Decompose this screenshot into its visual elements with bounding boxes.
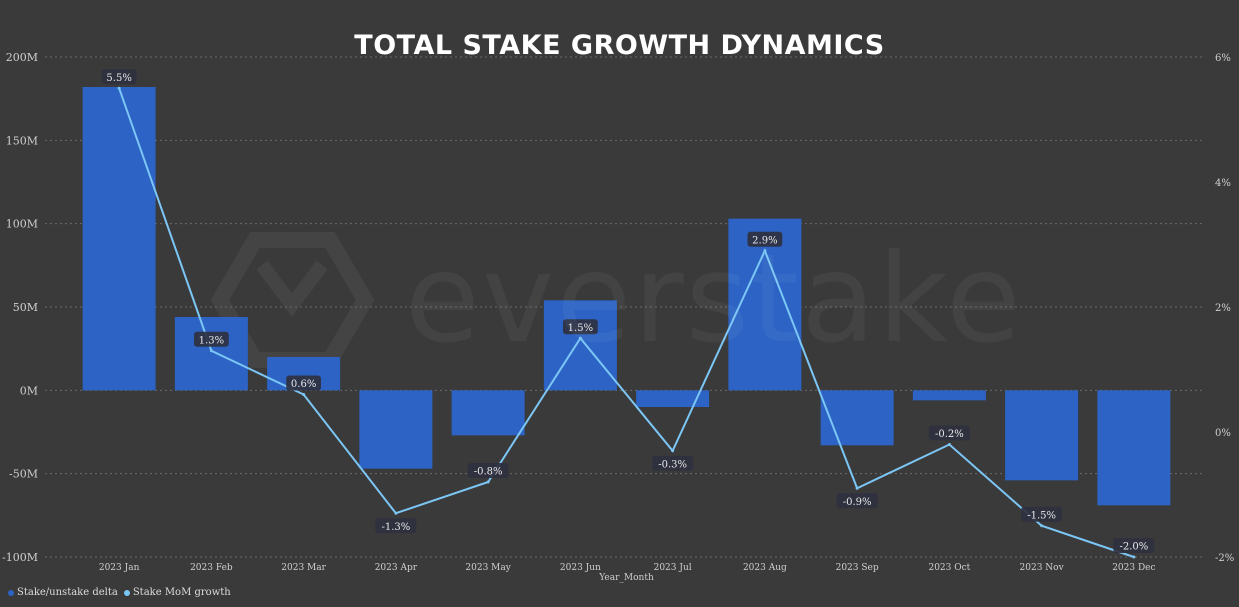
line-point: [302, 393, 306, 396]
line-point: [209, 349, 213, 353]
data-label-bg: [928, 425, 970, 441]
bar: [636, 390, 710, 407]
line-point: [1132, 555, 1136, 559]
bar: [359, 390, 433, 469]
y-right-tick-label: -2%: [1215, 553, 1234, 564]
data-label-bg: [652, 455, 694, 471]
y-right-tick-label: 0%: [1215, 428, 1231, 439]
line-point: [117, 86, 121, 90]
x-tick-label: 2023 Apr: [375, 563, 418, 573]
data-label: 5.5%: [106, 73, 131, 84]
bar: [1005, 390, 1079, 481]
x-tick-label: 2023 Jun: [560, 563, 601, 573]
x-tick-label: 2023 Nov: [1020, 563, 1065, 573]
data-label-bg: [1113, 538, 1155, 553]
data-label-bg: [1021, 506, 1063, 522]
data-label: -1.5%: [1027, 510, 1056, 521]
line-point: [671, 449, 675, 453]
bar: [174, 317, 248, 391]
y-left-tick-label: 100M: [6, 218, 38, 231]
legend-label-delta: Stake/unstake delta: [17, 587, 118, 598]
data-label: -0.8%: [474, 467, 503, 478]
x-tick-label: 2023 Mar: [281, 563, 326, 573]
data-label: -2.0%: [1119, 542, 1148, 553]
y-left-tick-label: 0M: [20, 384, 38, 397]
data-label-bg: [101, 69, 137, 85]
data-label: 2.9%: [752, 235, 777, 246]
y-left-tick-label: 200M: [6, 51, 38, 64]
watermark-text: everstake: [405, 228, 1023, 370]
y-left-tick-label: 150M: [6, 134, 38, 147]
data-label-bg: [286, 375, 322, 391]
data-label-bg: [467, 463, 509, 478]
x-tick-label: 2023 Jan: [99, 563, 140, 573]
bar: [912, 390, 986, 401]
y-left-tick-label: -100M: [2, 551, 38, 564]
data-label: 0.6%: [291, 379, 316, 390]
x-tick-label: 2023 Dec: [1112, 563, 1155, 573]
data-label-bg: [747, 231, 783, 247]
x-tick-label: 2023 Oct: [928, 563, 970, 573]
line-point: [578, 336, 582, 340]
data-label: -0.3%: [658, 459, 687, 470]
legend-swatch-growth: [123, 589, 130, 596]
x-tick-label: 2023 Jul: [654, 563, 692, 573]
data-label: -0.9%: [843, 497, 872, 508]
legend-label-growth: Stake MoM growth: [132, 587, 231, 598]
line-point: [763, 249, 767, 253]
line-point: [394, 511, 398, 515]
y-right-tick-label: 2%: [1215, 303, 1231, 314]
legend-item-growth[interactable]: Stake MoM growth: [123, 587, 231, 598]
bar: [82, 87, 156, 391]
data-label-bg: [375, 518, 417, 534]
bar: [1097, 390, 1171, 506]
x-tick-label: 2023 Aug: [743, 563, 787, 573]
line-point: [1040, 524, 1044, 528]
bar: [820, 390, 894, 446]
y-right-tick-label: 6%: [1215, 53, 1231, 64]
line-point: [947, 443, 951, 446]
y-left-tick-label: 50M: [13, 301, 38, 314]
data-label-bg: [836, 493, 878, 509]
y-right-tick-label: 4%: [1215, 178, 1231, 189]
x-tick-label: 2023 Feb: [190, 563, 233, 573]
chart-title: TOTAL STAKE GROWTH DYNAMICS: [354, 30, 885, 61]
data-label: -1.3%: [381, 522, 410, 533]
line-point: [486, 480, 490, 484]
legend: Stake/unstake delta Stake MoM growth: [8, 587, 231, 598]
data-label-bg: [562, 319, 598, 335]
data-label: 1.3%: [199, 335, 224, 346]
data-label-bg: [193, 331, 229, 347]
x-tick-label: 2023 Sep: [836, 563, 879, 573]
y-left-tick-label: -50M: [9, 468, 38, 481]
x-axis-title: Year_Month: [598, 573, 654, 583]
data-label: 1.5%: [568, 323, 593, 334]
x-tick-label: 2023 May: [465, 563, 511, 573]
line-point: [855, 486, 859, 490]
bar: [451, 390, 525, 436]
data-label: -0.2%: [935, 429, 964, 440]
legend-swatch-delta: [8, 589, 14, 596]
legend-item-delta[interactable]: Stake/unstake delta: [8, 587, 118, 598]
